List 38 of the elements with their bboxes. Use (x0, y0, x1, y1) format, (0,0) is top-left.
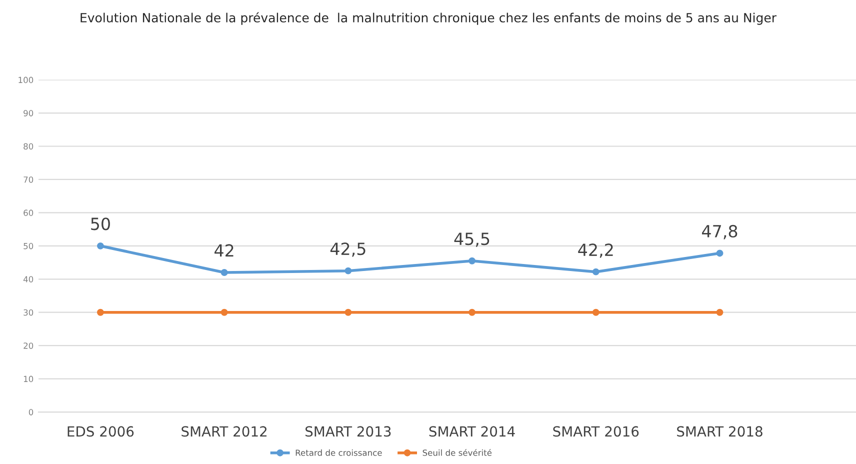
data-label: 47,8 (702, 224, 738, 240)
point (716, 308, 724, 316)
y-tick-label: 50 (24, 242, 34, 250)
y-tick-label: 20 (24, 342, 34, 349)
point (468, 308, 476, 316)
point (468, 257, 476, 264)
legend-label: Seuil de sévérité (422, 449, 492, 456)
y-tick-label: 0 (28, 409, 34, 416)
point (592, 268, 600, 276)
point (220, 308, 228, 316)
y-tick-label: 40 (23, 276, 34, 282)
point (344, 308, 352, 316)
point (344, 267, 352, 274)
y-tick-label: 90 (24, 110, 34, 116)
y-tick-label: 10 (24, 376, 34, 382)
y-tick-label: 30 (24, 309, 34, 316)
x-tick-label: EDS 2006 (68, 426, 134, 437)
data-label: 42,2 (578, 244, 613, 258)
x-tick-label: SMART 2018 (677, 426, 762, 437)
legend-label: Retard de croissance (296, 449, 382, 456)
chart-title: Evolution Nationale de la prévalence de la malnutrition chronique chez les enfants de moins de 5 ans au Niger (80, 12, 777, 25)
y-tick-label: 80 (24, 143, 34, 150)
data-label: 45,5 (454, 232, 490, 247)
y-tick-label: 60 (24, 210, 34, 216)
point (592, 308, 600, 316)
x-tick-label: SMART 2012 (182, 426, 267, 437)
y-tick-label: 100 (18, 76, 34, 84)
point (96, 242, 104, 250)
y-tick-label: 70 (24, 176, 34, 183)
data-label: 50 (91, 218, 110, 230)
point (716, 250, 724, 257)
point (220, 269, 228, 276)
data-label: 42 (214, 244, 234, 257)
x-tick-label: SMART 2016 (553, 426, 639, 437)
x-tick-label: SMART 2013 (305, 426, 391, 437)
point (96, 308, 104, 316)
x-tick-label: SMART 2014 (429, 426, 515, 437)
data-label: 42,5 (330, 242, 366, 257)
